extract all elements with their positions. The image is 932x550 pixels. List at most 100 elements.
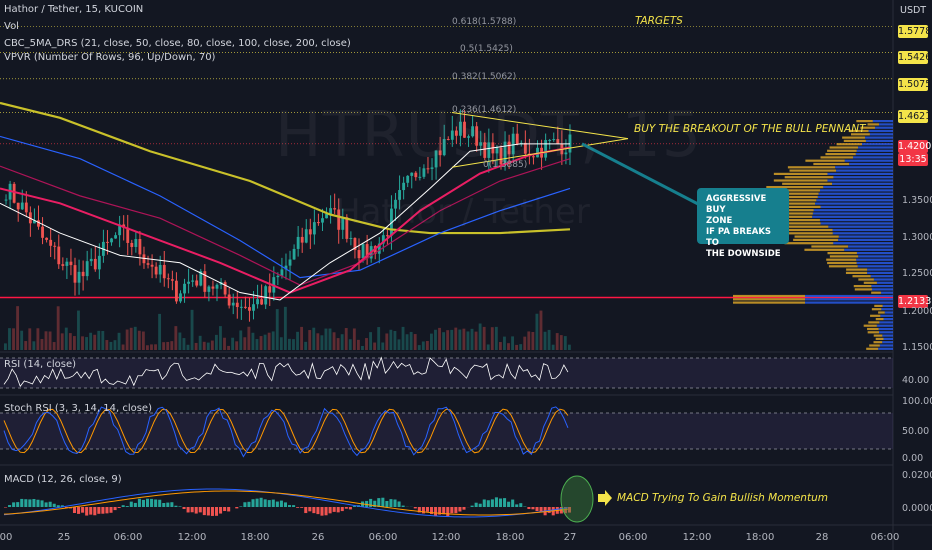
macd-histogram-bar: [190, 507, 194, 513]
volume-bar: [146, 345, 149, 350]
rsi-legend[interactable]: RSI (14, close): [4, 359, 77, 370]
volume-bar: [421, 341, 425, 350]
candle-body: [353, 237, 357, 251]
volume-bar: [170, 341, 174, 350]
macd-histogram-bar: [507, 501, 511, 507]
vpvr-bar-down: [878, 327, 893, 331]
vpvr-bar-down: [882, 334, 893, 337]
candle-body: [65, 261, 69, 266]
vpvr-bar-up: [760, 189, 820, 192]
macd-histogram-bar: [44, 502, 48, 507]
macd-histogram-bar: [97, 507, 101, 514]
macd-histogram-bar: [417, 507, 421, 513]
macd-tick: 0.0000: [902, 503, 932, 514]
volume-bar: [312, 327, 316, 350]
volume-bar: [490, 327, 494, 350]
macd-histogram-bar: [223, 507, 227, 512]
volume-bar: [154, 344, 157, 350]
volume-bar: [97, 330, 101, 350]
ma100-line: [0, 135, 571, 279]
vpvr-bar-down: [876, 324, 893, 327]
vpvr-bar-up: [733, 294, 805, 298]
vpvr-bar-up: [836, 143, 862, 146]
candle-body: [446, 138, 450, 140]
vpvr-bar-up: [804, 248, 845, 251]
macd-legend[interactable]: MACD (12, 26, close, 9): [4, 474, 122, 485]
time-tick: 06:00: [113, 532, 143, 543]
macd-histogram-bar: [393, 499, 397, 507]
vpvr-bar-down: [856, 252, 893, 255]
volume-bar: [547, 329, 551, 350]
volume-bar: [340, 334, 344, 350]
vol-legend[interactable]: Vol: [4, 21, 19, 32]
macd-histogram-bar: [219, 507, 223, 514]
candle-body: [532, 156, 535, 158]
macd-histogram-bar: [259, 497, 263, 507]
volume-bar: [527, 331, 531, 350]
macd-histogram-bar: [170, 502, 174, 507]
vpvr-bar-up: [858, 278, 874, 281]
vpvr-bar-up: [853, 285, 872, 288]
stoch-band: [0, 413, 893, 449]
candle-body: [414, 172, 418, 178]
macd-histogram-bar: [340, 507, 344, 512]
time-tick: 06:00: [618, 532, 648, 543]
vpvr-bar-up: [867, 331, 880, 334]
vpvr-bar-up: [760, 219, 820, 222]
candle-body: [195, 280, 199, 286]
stoch-tick: 50.00: [902, 426, 930, 437]
vpvr-bar-up: [856, 120, 873, 123]
macd-histogram-bar: [490, 499, 494, 507]
fib-label-0: 0(1.3885): [483, 160, 528, 170]
volume-bar: [559, 335, 563, 350]
macd-histogram-bar: [158, 499, 162, 507]
macd-histogram-bar: [271, 499, 275, 507]
symbol-title[interactable]: Hathor / Tether, 15, KUCOIN: [4, 4, 144, 15]
candle-body: [118, 224, 122, 236]
macd-histogram-bar: [283, 502, 287, 507]
price-tick: 1.2500: [902, 268, 932, 279]
volume-bar: [336, 338, 340, 350]
volume-bar: [361, 345, 364, 350]
volume-bar: [77, 310, 80, 350]
macd-histogram-bar: [137, 498, 141, 507]
vpvr-bar-down: [873, 278, 893, 281]
candle-body: [398, 190, 401, 200]
macd-histogram-bar: [210, 507, 214, 516]
symbol-watermark: HTRUSDT, 15: [275, 98, 703, 171]
macd-histogram-bar: [32, 499, 36, 507]
macd-histogram-bar: [227, 507, 231, 512]
macd-histogram-bar: [352, 506, 356, 507]
macd-histogram-bar: [198, 507, 202, 513]
macd-histogram-bar: [300, 507, 304, 508]
macd-histogram-bar: [324, 507, 328, 516]
stoch-legend[interactable]: Stoch RSI (3, 3, 14, 14, close): [4, 403, 152, 414]
vpvr-bar-down: [882, 304, 893, 307]
macd-histogram-bar: [531, 507, 535, 510]
candle-body: [564, 152, 568, 155]
candle-body: [260, 299, 264, 305]
macd-histogram-bar: [494, 497, 498, 507]
ma-legend[interactable]: CBC_5MA_DRS (21, close, 50, close, 80, c…: [4, 38, 351, 49]
candle-body: [442, 138, 446, 156]
volume-bar: [507, 343, 510, 350]
volume-bar: [190, 309, 194, 350]
volume-bar: [32, 341, 36, 350]
candle-body: [434, 150, 438, 168]
volume-bar: [478, 323, 482, 350]
macd-histogram-bar: [125, 506, 129, 507]
macd-histogram-bar: [421, 507, 425, 514]
time-tick: 26: [311, 532, 325, 543]
candle-body: [130, 242, 134, 247]
volume-bar: [271, 331, 275, 350]
time-tick: 27: [563, 532, 577, 543]
vpvr-legend[interactable]: VPVR (Number Of Rows, 96, Up/Down, 70): [4, 52, 216, 63]
candle-body: [321, 218, 324, 223]
vpvr-bar-up: [850, 133, 870, 136]
volume-bar: [397, 339, 401, 350]
vpvr-bar-down: [856, 149, 893, 152]
vpvr-bar-up: [813, 162, 850, 166]
volume-bar: [377, 327, 381, 350]
candle-body: [85, 261, 89, 277]
